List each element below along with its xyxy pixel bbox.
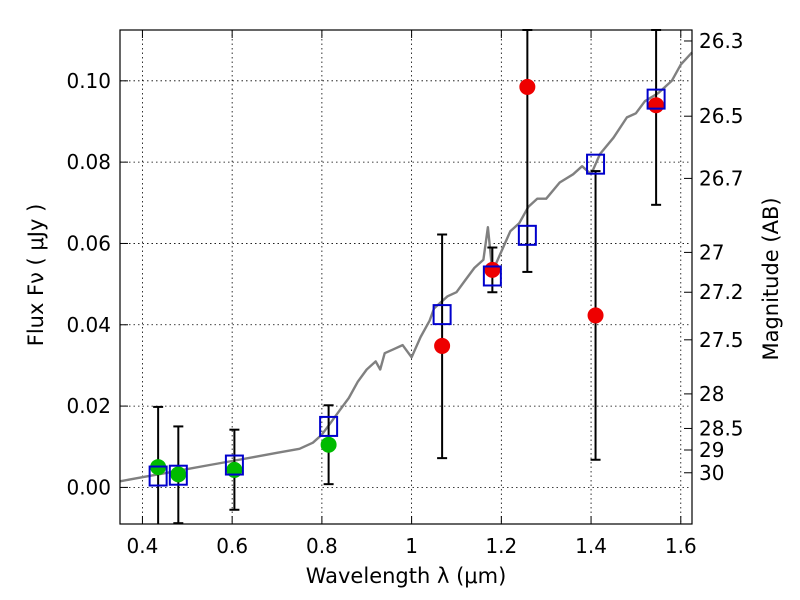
- red-data-point: [519, 78, 536, 95]
- model-photometry-square: [517, 224, 537, 246]
- model-spectrum-line: [119, 51, 693, 483]
- y-tick-label: 0.02: [66, 394, 111, 418]
- data-points-group: [148, 78, 666, 487]
- green-data-point: [170, 466, 187, 483]
- y-tick-label: 0.04: [66, 313, 111, 337]
- grid-lines: [120, 30, 692, 524]
- model-photometry-square: [319, 415, 339, 437]
- model-photometry-square: [168, 464, 188, 486]
- model-photometry-square: [646, 88, 666, 110]
- plot-frame: [119, 29, 693, 525]
- y-tick-label: 0.08: [66, 150, 111, 174]
- magnitude-tick-label: 27.5: [699, 328, 744, 352]
- y-tick-label: 0.06: [66, 231, 111, 255]
- x-tick-label: 1: [405, 534, 418, 558]
- model-photometry-square: [148, 465, 168, 487]
- x-tick-label: 0.4: [127, 534, 159, 558]
- model-photometry-square: [586, 153, 606, 175]
- magnitude-tick-label: 28: [699, 382, 724, 406]
- magnitude-tick-label: 28.5: [699, 416, 744, 440]
- magnitude-tick-label: 26.3: [699, 29, 744, 53]
- axis-ticks: 0.4 0.6 0.8 1 1.2 1.4 1.6 0.00 0.02 0.04 0.06 0.08 0…: [66, 29, 743, 558]
- model-photometry-square: [482, 265, 502, 287]
- magnitude-tick-label: 26.7: [699, 166, 744, 190]
- magnitude-tick-label: 27: [699, 240, 724, 264]
- y-axis-label-left: Flux Fν ( μJy ): [24, 204, 48, 347]
- x-tick-label: 1.6: [665, 534, 697, 558]
- model-photometry-square: [432, 304, 452, 326]
- error-bars-group: [153, 29, 662, 525]
- magnitude-tick-label: 26.5: [699, 104, 744, 128]
- y-tick-label: 0.00: [66, 475, 111, 499]
- red-data-point: [434, 337, 451, 354]
- green-data-point: [320, 436, 337, 453]
- y-tick-label: 0.10: [66, 69, 111, 93]
- red-data-point: [648, 97, 665, 114]
- model-photometry-square: [224, 454, 244, 476]
- x-tick-label: 1.2: [485, 534, 517, 558]
- model-spectrum-group: [119, 51, 693, 483]
- red-data-point: [484, 261, 501, 278]
- x-tick-label: 1.4: [575, 534, 607, 558]
- magnitude-tick-label: 30: [699, 461, 724, 485]
- magnitude-tick-label: 27.2: [699, 280, 744, 304]
- y-axis-label-right: Magnitude (AB): [759, 197, 783, 360]
- magnitude-tick-label: 29: [699, 438, 724, 462]
- x-axis-label: Wavelength λ (μm): [306, 564, 507, 588]
- red-data-point: [587, 307, 604, 324]
- x-tick-label: 0.8: [306, 534, 338, 558]
- x-tick-label: 0.6: [216, 534, 248, 558]
